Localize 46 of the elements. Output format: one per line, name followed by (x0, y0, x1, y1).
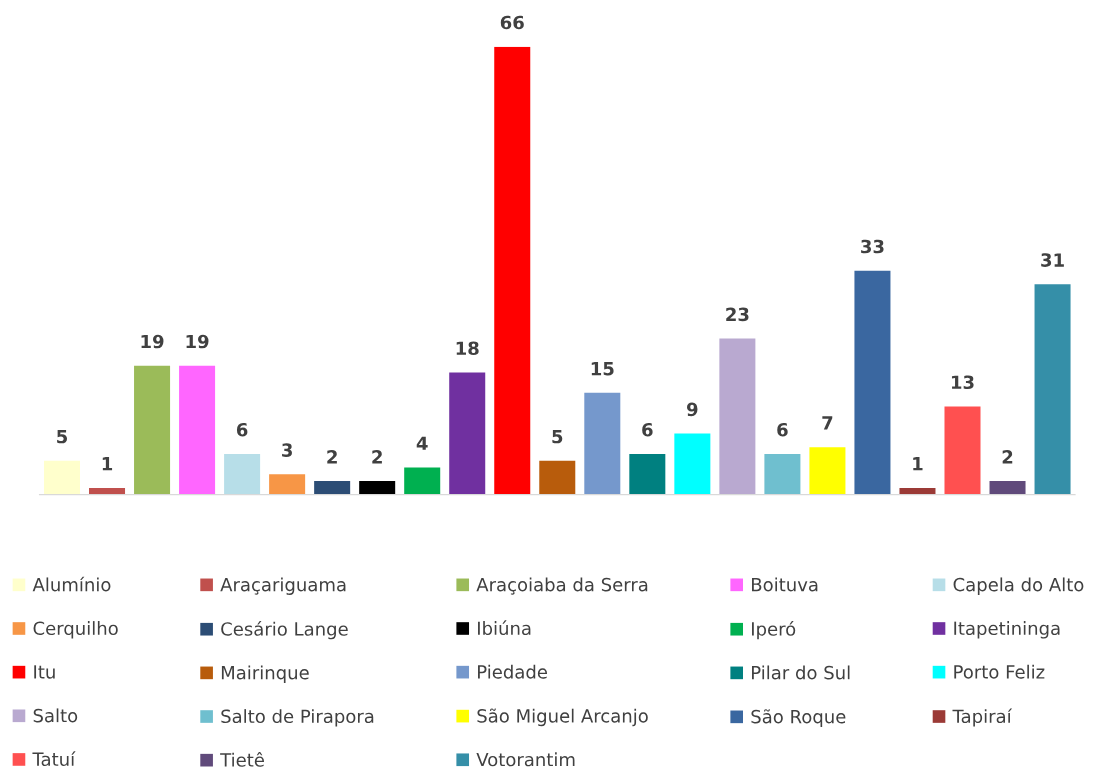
legend-label: Itu (34, 665, 55, 679)
legend-label: Capela do Alto (953, 577, 1084, 595)
data-label: 23 (726, 307, 749, 322)
data-label: 31 (1041, 253, 1064, 267)
legend-label: Salto (33, 708, 78, 723)
data-label: 1 (102, 457, 113, 471)
legend-label: Tietê (220, 752, 264, 767)
data-label: 6 (642, 422, 653, 437)
data-label: 66 (500, 15, 524, 30)
data-label: 19 (186, 334, 209, 349)
legend-label: São Roque (751, 709, 846, 727)
data-label: 4 (416, 436, 428, 450)
data-label: 6 (777, 422, 788, 437)
data-label: 1 (913, 457, 923, 471)
data-label: 6 (236, 422, 248, 437)
legend-label: Boituva (752, 577, 818, 592)
data-label: 33 (861, 239, 884, 254)
legend-label: Pilar do Sul (752, 665, 850, 680)
legend-label: Porto Feliz (954, 664, 1045, 679)
data-label: 3 (282, 443, 292, 457)
legend-label: Salto de Pirapora (221, 709, 374, 727)
data-label: 5 (57, 429, 68, 444)
legend-label: Araçoiaba da Serra (476, 577, 648, 595)
data-label: 2 (372, 450, 382, 464)
data-label: 13 (951, 375, 974, 390)
legend-label: Tatuí (32, 751, 76, 767)
data-label: 18 (456, 341, 479, 356)
legend-label: Ibiúna (478, 620, 531, 636)
data-label: 15 (591, 362, 614, 376)
legend-label: Tapiraí (952, 708, 1013, 727)
legend-label: Cerquilho (33, 621, 118, 639)
legend-label: Araçariguama (220, 577, 346, 595)
data-label: 2 (327, 450, 337, 464)
data-label: 2 (1002, 450, 1013, 464)
legend-label: Iperó (752, 621, 796, 640)
data-label: 19 (141, 334, 164, 349)
legend-label: Itapetininga (954, 621, 1060, 639)
data-label: 7 (822, 416, 833, 430)
legend-label: Piedade (478, 664, 547, 679)
legend-label: Mairinque (221, 665, 309, 683)
legend-label: São Miguel Arcanjo (477, 708, 648, 727)
data-label: 9 (687, 402, 698, 417)
legend-label: Votorantim (476, 752, 575, 767)
data-label: 5 (552, 429, 563, 444)
legend-label: Cesário Lange (221, 621, 348, 640)
legend-label: Alumínio (32, 576, 111, 592)
